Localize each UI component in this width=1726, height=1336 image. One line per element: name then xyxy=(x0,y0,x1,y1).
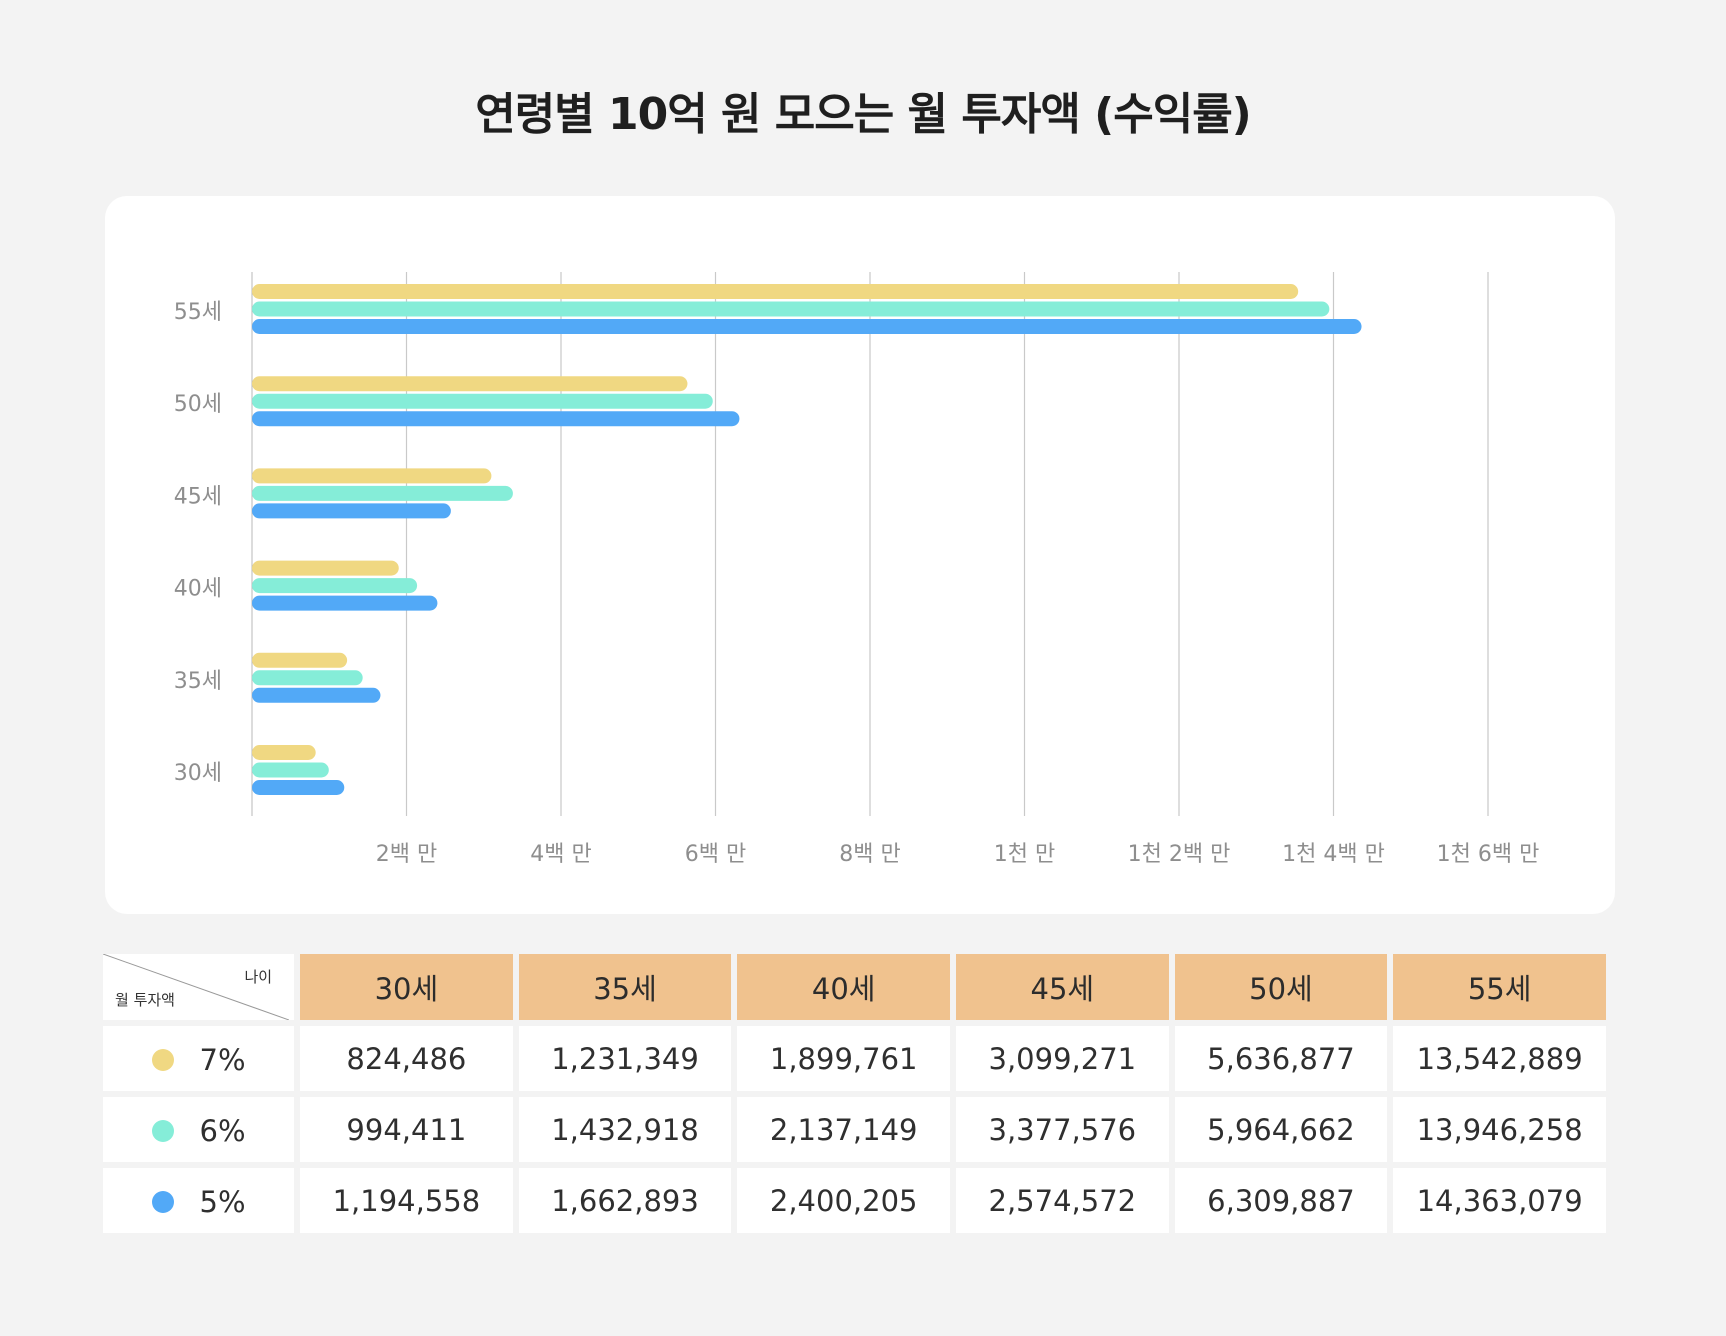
table-row: 7% 824,486 1,231,349 1,899,761 3,099,271… xyxy=(103,1026,1606,1091)
column-header: 40세 xyxy=(737,954,950,1020)
y-category-label: 55세 xyxy=(174,300,222,325)
table-cell: 13,542,889 xyxy=(1393,1026,1606,1091)
bar-6pct xyxy=(252,578,418,594)
table-cell: 3,099,271 xyxy=(956,1026,1169,1091)
bar-6pct xyxy=(252,393,713,409)
table-cell: 994,411 xyxy=(300,1097,513,1162)
y-category-label: 45세 xyxy=(174,484,222,509)
y-category-label: 35세 xyxy=(174,669,222,694)
x-tick-label: 2백 만 xyxy=(376,842,437,867)
x-tick-label: 1천 만 xyxy=(994,842,1055,867)
rate-color-dot xyxy=(151,1190,174,1213)
bar-7pct xyxy=(252,745,316,760)
table-cell: 1,194,558 xyxy=(300,1168,513,1233)
x-tick-label: 1천 6백 만 xyxy=(1437,842,1540,867)
table-row: 6% 994,411 1,432,918 2,137,149 3,377,576… xyxy=(103,1097,1606,1162)
rate-cell: 6% xyxy=(103,1097,295,1162)
column-header: 30세 xyxy=(300,954,513,1020)
x-tick-label: 8백 만 xyxy=(839,842,900,867)
rate-cell: 7% xyxy=(103,1026,295,1091)
table-cell: 1,899,761 xyxy=(737,1026,950,1091)
bar-6pct xyxy=(252,301,1330,317)
table-row: 5% 1,194,558 1,662,893 2,400,205 2,574,5… xyxy=(103,1168,1606,1233)
bar-5pct xyxy=(252,780,345,795)
y-category-label: 40세 xyxy=(174,577,222,602)
x-tick-label: 1천 2백 만 xyxy=(1128,842,1231,867)
table-corner-cell: 나이 월 투자액 xyxy=(103,954,295,1020)
table-cell: 824,486 xyxy=(300,1026,513,1091)
table-cell: 2,137,149 xyxy=(737,1097,950,1162)
bar-5pct xyxy=(252,411,740,427)
table-cell: 5,964,662 xyxy=(1174,1097,1388,1162)
rate-label: 6% xyxy=(199,1113,246,1148)
column-header: 35세 xyxy=(518,954,732,1020)
bar-6pct xyxy=(252,670,363,686)
column-header: 55세 xyxy=(1393,954,1606,1020)
bar-7pct xyxy=(252,468,492,484)
rate-label: 5% xyxy=(199,1184,246,1219)
table-cell: 2,400,205 xyxy=(737,1168,950,1233)
bar-chart: 2백 만 4백 만 6백 만 8백 만 1천 만 1천 2백 만 1천 4백 만 1천 6백 … xyxy=(174,272,1540,867)
bar-7pct xyxy=(252,652,348,668)
bar-5pct xyxy=(252,595,438,611)
rate-color-dot xyxy=(151,1048,174,1071)
x-tick-label: 4백 만 xyxy=(530,842,591,867)
bar-7pct xyxy=(252,284,1299,299)
table-cell: 6,309,887 xyxy=(1174,1168,1388,1233)
bar-6pct xyxy=(252,485,513,501)
chart-card: 2백 만 4백 만 6백 만 8백 만 1천 만 1천 2백 만 1천 4백 만 1천 6백 … xyxy=(105,196,1615,914)
table-cell: 1,432,918 xyxy=(518,1097,732,1162)
rate-color-dot xyxy=(151,1119,174,1142)
bar-7pct xyxy=(252,376,688,392)
bar-7pct xyxy=(252,560,399,576)
table-cell: 3,377,576 xyxy=(956,1097,1169,1162)
investment-table: 나이 월 투자액 30세 35세 40세 45세 50세 55세 7% 824,… xyxy=(97,948,1612,1239)
x-tick-label: 1천 4백 만 xyxy=(1282,842,1385,867)
bar-5pct xyxy=(252,687,381,703)
table-cell: 5,636,877 xyxy=(1174,1026,1388,1091)
corner-diagonal xyxy=(103,954,289,1020)
corner-age-label: 나이 xyxy=(244,968,273,986)
y-category-label: 50세 xyxy=(174,392,222,417)
column-header: 45세 xyxy=(956,954,1169,1020)
table-cell: 14,363,079 xyxy=(1393,1168,1606,1233)
corner-investment-label: 월 투자액 xyxy=(115,991,175,1009)
column-header: 50세 xyxy=(1174,954,1388,1020)
table-cell: 2,574,572 xyxy=(956,1168,1169,1233)
table-cell: 13,946,258 xyxy=(1393,1097,1606,1162)
rate-label: 7% xyxy=(199,1042,246,1077)
bar-5pct xyxy=(252,503,451,519)
page-title: 연령별 10억 원 모으는 월 투자액 (수익률) xyxy=(475,89,1252,140)
bar-6pct xyxy=(252,762,329,778)
table-cell: 1,662,893 xyxy=(518,1168,732,1233)
table-header-row: 나이 월 투자액 30세 35세 40세 45세 50세 55세 xyxy=(103,954,1606,1020)
table-cell: 1,231,349 xyxy=(518,1026,732,1091)
bar-5pct xyxy=(252,319,1362,334)
y-category-label: 30세 xyxy=(174,761,222,786)
x-tick-label: 6백 만 xyxy=(685,842,746,867)
rate-cell: 5% xyxy=(103,1168,295,1233)
